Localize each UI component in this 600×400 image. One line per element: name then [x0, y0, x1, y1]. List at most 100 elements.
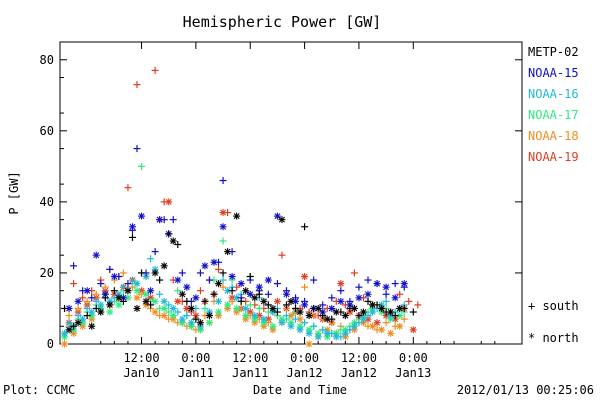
data-point-north	[61, 340, 69, 348]
chart-title: Hemispheric Power [GW]	[183, 13, 382, 31]
data-point-south	[264, 290, 272, 298]
data-point-north	[215, 308, 223, 316]
data-point-north	[378, 304, 386, 312]
data-point-south	[273, 280, 281, 288]
data-point-south	[65, 312, 73, 320]
data-point-north	[264, 276, 272, 284]
data-point-south	[106, 265, 114, 273]
data-point-south	[382, 297, 390, 305]
data-point-north	[133, 287, 141, 295]
x-tick-date-label: Jan11	[232, 366, 268, 380]
data-point-north	[282, 290, 290, 298]
data-point-north	[278, 319, 286, 327]
data-point-north	[301, 301, 309, 309]
data-point-south	[201, 297, 209, 305]
data-point-north	[147, 287, 155, 295]
x-axis-title: Date and Time	[253, 383, 347, 397]
data-point-south	[183, 297, 191, 305]
data-point-north	[151, 308, 159, 316]
symbol-legend-south: + south	[528, 299, 579, 313]
x-tick-time-label: 0:00	[181, 351, 210, 365]
data-point-north	[151, 297, 159, 305]
data-point-north	[328, 304, 336, 312]
data-point-north	[369, 308, 377, 316]
data-point-north	[314, 333, 322, 341]
data-point-south	[70, 280, 78, 288]
data-point-north	[251, 294, 259, 302]
data-point-south	[128, 276, 136, 284]
data-point-south	[301, 223, 309, 231]
data-point-north	[106, 301, 114, 309]
data-point-south	[219, 269, 227, 277]
data-point-north	[142, 297, 150, 305]
data-point-north	[169, 312, 177, 320]
x-tick-time-label: 12:00	[232, 351, 268, 365]
data-point-north	[305, 312, 313, 320]
data-point-north	[133, 304, 141, 312]
data-point-south	[174, 308, 182, 316]
data-point-south	[228, 297, 236, 305]
symbol-legend-north: * north	[528, 331, 579, 345]
data-points	[61, 66, 422, 348]
data-point-south	[246, 301, 254, 309]
data-point-south	[364, 276, 372, 284]
data-point-south	[119, 297, 127, 305]
data-point-south	[310, 322, 318, 330]
data-point-north	[387, 308, 395, 316]
data-point-south	[382, 319, 390, 327]
data-point-north	[287, 312, 295, 320]
data-point-north	[323, 315, 331, 323]
data-point-north	[74, 319, 82, 327]
data-point-south	[346, 326, 354, 334]
data-point-south	[273, 308, 281, 316]
data-point-north	[174, 297, 182, 305]
data-point-north	[79, 315, 87, 323]
data-point-north	[233, 212, 241, 220]
data-point-north	[242, 287, 250, 295]
data-point-south	[246, 272, 254, 280]
data-point-south	[328, 294, 336, 302]
data-point-north	[224, 248, 232, 256]
data-point-south	[255, 290, 263, 298]
data-point-north	[337, 297, 345, 305]
data-point-south	[124, 280, 132, 288]
data-point-south	[396, 290, 404, 298]
y-tick-label: 60	[40, 124, 54, 138]
data-point-north	[242, 312, 250, 320]
data-point-north	[301, 272, 309, 280]
data-point-north	[192, 294, 200, 302]
data-point-south	[124, 184, 132, 192]
data-point-south	[219, 237, 227, 245]
legend-entry: NOAA-19	[528, 150, 579, 164]
data-point-north	[382, 283, 390, 291]
data-point-north	[323, 329, 331, 337]
data-point-north	[133, 280, 141, 288]
data-point-south	[382, 290, 390, 298]
data-point-north	[359, 315, 367, 323]
data-point-north	[133, 294, 141, 302]
data-point-north	[369, 322, 377, 330]
data-point-south	[292, 304, 300, 312]
data-point-south	[151, 248, 159, 256]
data-point-south	[165, 230, 173, 238]
data-point-south	[310, 276, 318, 284]
data-point-north	[224, 301, 232, 309]
data-point-south	[101, 294, 109, 302]
legend-entry: NOAA-15	[528, 66, 579, 80]
data-point-south	[400, 315, 408, 323]
data-point-north	[83, 287, 91, 295]
data-point-north	[88, 308, 96, 316]
data-point-south	[196, 269, 204, 277]
data-point-south	[128, 233, 136, 241]
data-point-north	[165, 198, 173, 206]
data-point-north	[378, 326, 386, 334]
data-point-north	[205, 312, 213, 320]
data-point-south	[391, 312, 399, 320]
data-point-north	[255, 283, 263, 291]
data-point-north	[391, 294, 399, 302]
data-point-north	[359, 308, 367, 316]
data-point-south	[101, 283, 109, 291]
data-point-south	[138, 162, 146, 170]
data-point-north	[187, 304, 195, 312]
data-point-north	[409, 326, 417, 334]
